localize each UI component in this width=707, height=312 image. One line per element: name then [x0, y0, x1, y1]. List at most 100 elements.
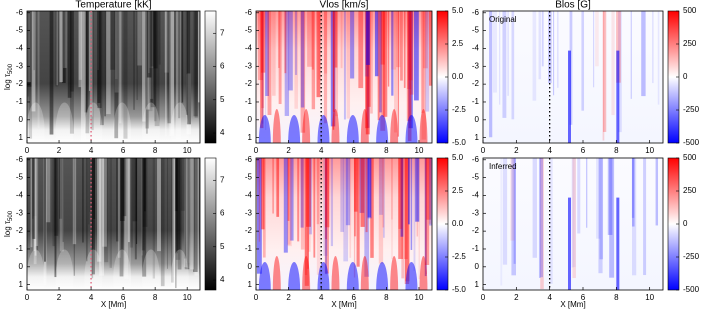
x-tick-label: 2: [57, 146, 62, 155]
heatmap-streak: [132, 158, 138, 222]
heatmap-streak: [32, 158, 37, 217]
heatmap-streak: [100, 11, 104, 126]
heatmap-background: [483, 11, 663, 143]
heatmap-streak: [307, 11, 313, 67]
colorbar-tick-label: 500: [683, 153, 697, 162]
heatmap-streak: [568, 197, 571, 290]
x-tick-label: 2: [514, 293, 519, 302]
heatmap-background: [27, 11, 200, 143]
heatmap-streak: [360, 158, 365, 227]
heatmap-streak: [175, 158, 181, 260]
heatmap-streak: [119, 11, 122, 124]
y-tick-label: -1: [472, 244, 480, 253]
heatmap-streak: [97, 158, 102, 262]
heatmap-streak: [145, 11, 148, 134]
heatmap-streak: [56, 11, 58, 86]
y-tick-label: -2: [245, 226, 253, 235]
heatmap-streak: [398, 158, 403, 229]
heatmap-arch: [360, 109, 369, 143]
heatmap-streak: [377, 11, 380, 121]
heatmap-streak: [657, 11, 660, 105]
heatmap-streak: [416, 158, 419, 237]
heatmap-streak: [431, 158, 432, 226]
heatmap-streak: [379, 158, 383, 215]
heatmap-streak: [540, 158, 544, 290]
heatmap-streak: [70, 11, 74, 92]
heatmap-streak: [186, 11, 191, 125]
heatmap-streak: [332, 11, 335, 130]
heatmap-streak: [59, 11, 63, 83]
heatmap-streak: [413, 158, 416, 271]
plot-frame: [26, 157, 201, 291]
heatmap-streak: [618, 11, 622, 133]
y-tick-label: -5: [16, 26, 24, 35]
x-axis-label: X [Mm]: [331, 300, 356, 309]
heatmap-streak: [142, 11, 146, 122]
x-tick-label: 2: [286, 293, 291, 302]
heatmap-streak: [541, 11, 544, 67]
y-tick-label: 0: [19, 262, 24, 271]
y-tick-label: -2: [472, 79, 480, 88]
y-tick-label: 0: [19, 115, 24, 124]
heatmap-arch: [390, 109, 399, 143]
heatmap-arch: [288, 262, 301, 290]
plot-frame: [255, 10, 433, 144]
heatmap-streak: [418, 158, 420, 279]
x-tick-label: 10: [183, 146, 192, 155]
x-tick-label: 4: [89, 146, 94, 155]
heatmap-streak: [256, 158, 262, 274]
x-tick-label: 8: [153, 293, 158, 302]
heatmap-streak: [325, 158, 327, 240]
heatmap-streak: [160, 158, 165, 287]
x-tick-label: 6: [121, 146, 126, 155]
heatmap-streak: [334, 11, 339, 117]
heatmap-streak: [180, 158, 185, 211]
heatmap-arch: [113, 102, 132, 143]
heatmap-streak: [142, 158, 148, 227]
heatmap-streak: [407, 158, 410, 225]
heatmap-background: [256, 158, 432, 290]
heatmap-streak: [85, 158, 88, 262]
heatmap-streak: [354, 158, 358, 212]
colorbar-tick-label: 0.0: [452, 219, 464, 228]
heatmap-streak: [173, 158, 176, 277]
heatmap-streak: [502, 11, 507, 118]
heatmap-streak: [407, 11, 412, 142]
heatmap-streak: [323, 11, 328, 124]
heatmap-streak: [380, 11, 385, 65]
colorbar-tick-label: -2.5: [452, 252, 466, 261]
heatmap-streak: [571, 158, 574, 268]
colorbar-tick-label: -250: [683, 252, 700, 261]
y-tick-label: 0: [475, 262, 480, 271]
heatmap-streak: [655, 158, 659, 226]
heatmap-streak: [401, 158, 405, 279]
heatmap-streak: [181, 11, 184, 103]
x-tick-label: 10: [183, 293, 192, 302]
heatmap-arch: [27, 249, 45, 290]
heatmap-streak: [309, 158, 312, 235]
heatmap-streak: [174, 158, 178, 212]
x-tick-label: 4: [547, 146, 552, 155]
x-tick-label: 10: [415, 293, 424, 302]
colorbar-tick-label: 6: [220, 62, 225, 71]
x-tick-label: 2: [57, 293, 62, 302]
heatmap-streak: [35, 158, 39, 246]
heatmap-streak: [391, 158, 393, 260]
x-axis-label: X [Mm]: [560, 300, 585, 309]
heatmap-arch: [376, 115, 389, 143]
panel-annotation: Original: [489, 15, 517, 24]
heatmap-streak: [109, 158, 112, 268]
heatmap-arch: [113, 249, 132, 290]
heatmap-streak: [630, 11, 632, 99]
heatmap-streak: [78, 11, 82, 80]
heatmap-streak: [502, 158, 508, 265]
heatmap-streak: [316, 158, 320, 225]
x-tick-label: 4: [89, 293, 94, 302]
heatmap-streak: [186, 11, 192, 135]
heatmap-streak: [318, 11, 321, 80]
heatmap-streak: [69, 11, 74, 134]
heatmap-streak: [538, 11, 542, 80]
heatmap-streak: [164, 11, 169, 73]
heatmap-streak: [308, 158, 311, 252]
heatmap-streak: [294, 11, 298, 109]
